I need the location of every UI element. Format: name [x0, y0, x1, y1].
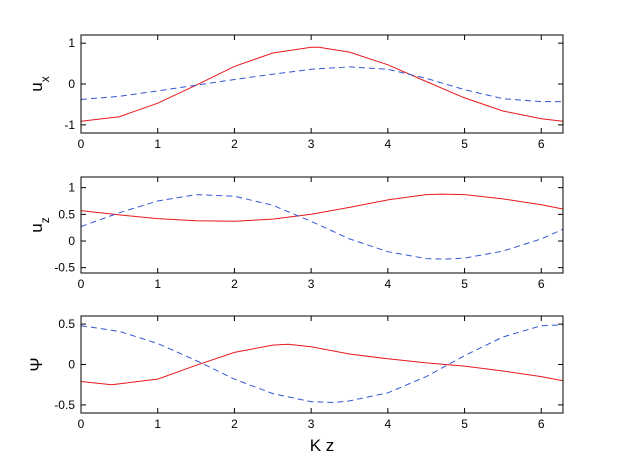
x-tick-label: 3: [308, 137, 315, 151]
axes-frame: [80, 176, 564, 274]
axes-frame: [80, 34, 564, 134]
x-tick-label: 6: [538, 417, 545, 431]
y-tick-label: 0: [68, 77, 75, 91]
series-line-dashed: [80, 66, 563, 103]
y-axis-label-subscript: z: [38, 217, 52, 223]
axes-frame: [80, 315, 564, 414]
x-tick-label: 5: [461, 137, 468, 151]
y-axis-label-main: u: [27, 223, 46, 232]
x-tick-label: 4: [385, 137, 392, 151]
x-tick-label: 5: [461, 417, 468, 431]
x-tick-label: 6: [538, 277, 545, 291]
x-tick-label: 2: [231, 137, 238, 151]
x-tick-label: 2: [231, 417, 238, 431]
x-tick-label: 0: [78, 137, 85, 151]
series-line-solid: [80, 343, 563, 386]
y-axis-label: Ψ: [27, 357, 46, 371]
y-tick-label: 0: [68, 234, 75, 248]
y-tick-label: 1: [68, 36, 75, 50]
x-tick-label: 2: [231, 277, 238, 291]
y-axis-label-main: u: [27, 82, 46, 91]
y-axis-label: uz: [27, 217, 52, 232]
y-tick-label: -0.5: [54, 261, 75, 275]
x-tick-label: 1: [154, 417, 161, 431]
y-tick-label: 1: [68, 181, 75, 195]
x-tick-label: 4: [385, 277, 392, 291]
series-line-solid: [80, 46, 563, 122]
x-tick-label: 4: [385, 417, 392, 431]
y-axis-label: ux: [27, 76, 52, 91]
y-axis-label-subscript: x: [38, 76, 52, 82]
x-tick-label: 0: [78, 417, 85, 431]
subplot-3: 0 1 2 3 4 5 6-0.500.5ΨK z: [27, 315, 564, 455]
x-axis-label: K z: [310, 436, 335, 455]
x-tick-label: 5: [461, 277, 468, 291]
series-line-solid: [80, 193, 563, 222]
series-line-dashed: [80, 324, 563, 404]
x-tick-label: 1: [154, 137, 161, 151]
y-tick-label: -1: [64, 118, 75, 132]
x-tick-label: 1: [154, 277, 161, 291]
y-tick-label: 0: [68, 358, 75, 372]
y-tick-label: 0.5: [58, 207, 75, 221]
x-tick-label: 3: [308, 417, 315, 431]
x-tick-label: 0: [78, 277, 85, 291]
y-tick-label: -0.5: [54, 398, 75, 412]
y-tick-label: 0.5: [58, 317, 75, 331]
x-tick-label: 6: [538, 137, 545, 151]
series-line-dashed: [80, 194, 564, 260]
x-tick-label: 3: [308, 277, 315, 291]
y-axis-label-main: Ψ: [27, 357, 46, 371]
